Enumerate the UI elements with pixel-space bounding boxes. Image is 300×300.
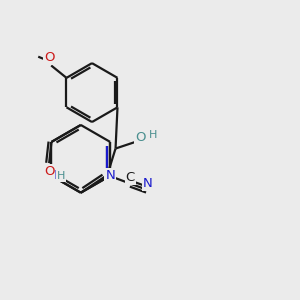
Text: H: H (57, 171, 65, 181)
Text: O: O (44, 51, 55, 64)
Text: N: N (105, 169, 115, 182)
Text: C: C (126, 171, 135, 184)
Text: O: O (44, 165, 54, 178)
Text: N: N (46, 169, 56, 182)
Text: N: N (143, 177, 152, 190)
Text: H: H (149, 130, 157, 140)
Text: O: O (135, 131, 146, 144)
